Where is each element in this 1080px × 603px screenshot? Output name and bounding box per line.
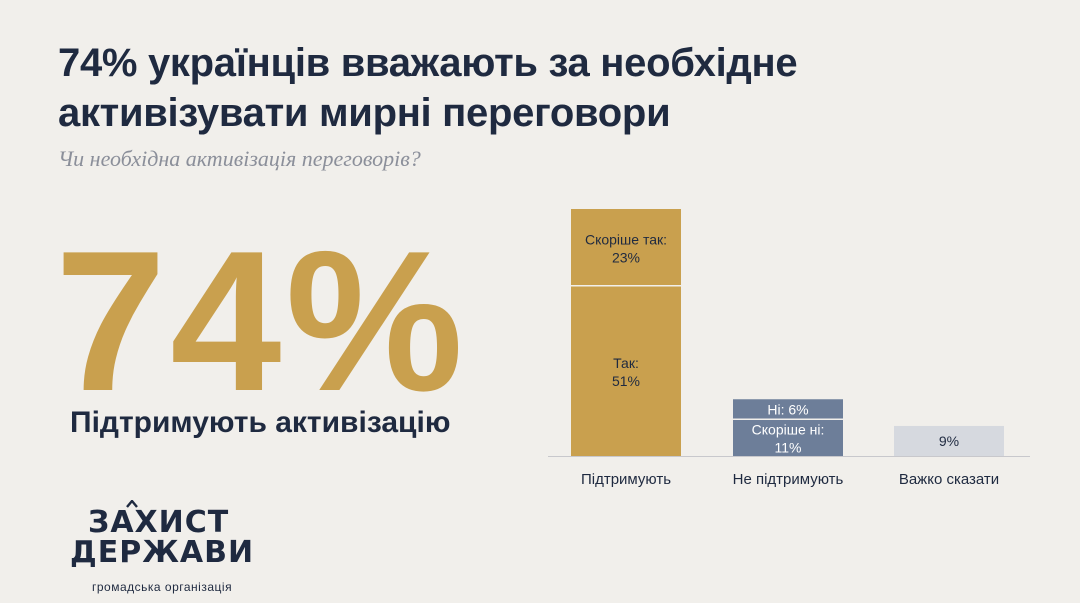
chart-question: Чи необхідна активізація переговорів? [58,146,421,171]
organization-logo: ЗАХИСТ ДЕРЖАВИ громадська організація [70,500,255,602]
bar-segment-label: 9% [939,433,959,449]
logo-line-2: ДЕРЖАВИ [70,535,255,570]
bar-segment-label: 11% [775,440,802,456]
logo-tagline: громадська організація [92,580,233,594]
title-line-2: активізувати мирні переговори [58,91,671,135]
title-line-1: 74% українців вважають за необхідне [58,41,798,85]
bar-segment [733,399,843,420]
bar-segment-label: 23% [612,249,640,265]
logo-line-1: ЗАХИСТ [88,505,230,540]
bar-segment-label: Скоріше ні: [752,422,825,438]
bar-segment [894,425,1004,456]
logo-caret-icon [126,500,138,508]
bar-segment [571,285,681,456]
bar-segment-label: 51% [612,373,640,389]
category-label: Підтримують [581,471,671,488]
bar-segment-label: Скоріше так: [585,231,667,247]
bar-segment [733,419,843,456]
bar-segment-label: Так: [613,355,639,371]
bar-segment [571,209,681,286]
category-label: Важко сказати [899,471,999,488]
highlight-percent: 74% [55,210,468,433]
page-title: 74% українців вважають за необхідне акти… [58,38,798,138]
highlight-label: Підтримують активізацію [70,406,451,439]
bar-segment-label: Ні: 6% [767,401,808,417]
category-label: Не підтримують [733,471,844,488]
